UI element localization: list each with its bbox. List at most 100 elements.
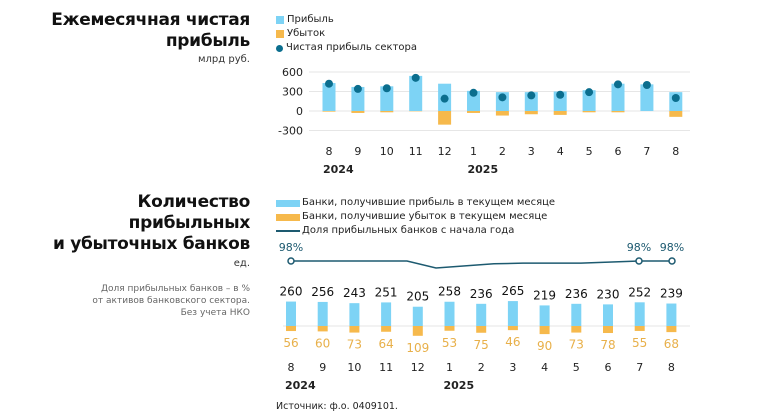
profitable-banks-bar: [634, 302, 645, 326]
net-profit-dot: [382, 84, 391, 93]
net-profit-dot: [411, 73, 420, 82]
loss-banks-bar: [444, 326, 455, 331]
x-tick-label: 5: [586, 145, 593, 158]
legend-label-loss: Убыток: [287, 28, 326, 39]
loss-banks-bar: [666, 326, 677, 333]
loss-count-label: 73: [569, 338, 584, 352]
loss-bar: [351, 111, 365, 113]
net-profit-dot: [671, 94, 680, 102]
profitable-count-label: 230: [597, 287, 620, 301]
share-point-marker: [635, 257, 643, 265]
profit-bar: [467, 90, 480, 111]
share-point-label: 98%: [627, 241, 651, 254]
profitable-banks-bar: [317, 301, 328, 326]
net-profit-dot: [498, 93, 507, 102]
loss-count-label: 78: [600, 338, 615, 352]
top-legend: Прибыль Убыток Чистая прибыль сектора: [276, 13, 417, 55]
x-tick-label: 11: [379, 361, 393, 374]
x-tick-label: 2: [478, 361, 485, 374]
net-profit-dot: [556, 90, 565, 99]
y-tick-label: -300: [278, 125, 303, 138]
x-tick-label: 4: [541, 361, 548, 374]
profitable-count-label: 265: [501, 284, 524, 298]
loss-banks-bar: [634, 326, 645, 331]
profitable-banks-bar: [444, 301, 455, 326]
bottom-legend: Банки, получившие прибыль в текущем меся…: [276, 196, 555, 238]
profit-bar: [322, 83, 336, 111]
legend-item-profitable-banks: Банки, получившие прибыль в текущем меся…: [276, 196, 555, 210]
loss-banks-swatch-icon: [276, 213, 300, 221]
x-tick-label: 10: [347, 361, 361, 374]
loss-count-label: 60: [315, 336, 330, 350]
profitable-count-label: 219: [533, 288, 556, 302]
legend-label-net: Чистая прибыль сектора: [286, 42, 418, 53]
profit-bar: [611, 83, 625, 111]
profit-swatch-icon: [276, 16, 284, 24]
note-line1: Доля прибыльных банков – в %: [100, 284, 250, 294]
year-label: 2024: [323, 163, 354, 176]
bottom-chart-title: Количество прибыльных и убыточных банков: [53, 192, 250, 255]
legend-item-net: Чистая прибыль сектора: [276, 41, 417, 55]
legend-label-share: Доля прибыльных банков с начала года: [302, 225, 515, 236]
y-tick-label: 300: [282, 86, 303, 99]
net-profit-dot: [353, 84, 362, 93]
net-profit-dot: [440, 94, 449, 103]
x-tick-label: 4: [557, 145, 564, 158]
loss-banks-bar: [317, 326, 328, 332]
net-profit-dot: [527, 91, 536, 100]
loss-banks-bar: [381, 326, 392, 332]
note-line2: от активов банковского сектора.: [92, 296, 250, 306]
source-note: Источник: ф.о. 0409101.: [276, 401, 398, 412]
loss-bar: [495, 111, 509, 116]
legend-item-loss-banks: Банки, получившие убыток в текущем месяц…: [276, 210, 555, 224]
x-tick-label: 11: [409, 145, 423, 158]
loss-bar: [380, 111, 394, 113]
x-tick-label: 1: [446, 361, 453, 374]
loss-banks-bar: [349, 326, 360, 333]
x-tick-label: 8: [326, 145, 333, 158]
profit-bar: [640, 84, 654, 111]
share-point-marker: [668, 257, 676, 265]
loss-swatch-icon: [276, 30, 284, 38]
loss-bar: [322, 111, 336, 112]
legend-label-profit: Прибыль: [287, 14, 334, 25]
loss-banks-bar: [476, 326, 487, 333]
share-point-label: 98%: [279, 241, 303, 254]
loss-banks-bar: [571, 326, 582, 333]
loss-count-label: 53: [442, 336, 457, 350]
share-point-label: 98%: [660, 241, 684, 254]
loss-count-label: 55: [632, 336, 647, 350]
loss-count-label: 46: [505, 335, 520, 349]
loss-count-label: 75: [474, 338, 489, 352]
profitable-banks-bar: [286, 301, 296, 326]
top-title-line1: Ежемесячная чистая: [51, 10, 250, 30]
year-label: 2025: [444, 379, 475, 392]
x-tick-label: 12: [411, 361, 425, 374]
x-tick-label: 9: [354, 145, 361, 158]
profit-bar: [409, 75, 423, 111]
loss-banks-bar: [412, 326, 423, 336]
loss-count-label: 73: [347, 338, 362, 352]
x-tick-label: 2: [499, 145, 506, 158]
loss-bar: [524, 111, 538, 115]
x-tick-label: 12: [438, 145, 452, 158]
profitable-banks-bar: [603, 304, 613, 326]
loss-banks-bar: [507, 326, 518, 331]
top-title-line2: прибыль: [165, 31, 250, 51]
profitable-count-label: 243: [343, 286, 366, 300]
bottom-title-line1: Количество: [137, 192, 250, 212]
x-tick-label: 9: [319, 361, 326, 374]
profitable-banks-bar: [571, 303, 582, 326]
loss-bar: [669, 111, 683, 117]
bottom-title-line3: и убыточных банков: [52, 234, 250, 254]
x-tick-label: 6: [605, 361, 612, 374]
x-tick-label: 3: [528, 145, 535, 158]
loss-count-label: 109: [406, 341, 429, 355]
top-chart-unit: млрд руб.: [198, 54, 250, 65]
x-tick-label: 3: [509, 361, 516, 374]
x-tick-label: 6: [615, 145, 622, 158]
loss-bar: [582, 111, 596, 113]
profitable-banks-bar: [476, 303, 487, 326]
loss-count-label: 56: [283, 336, 298, 350]
